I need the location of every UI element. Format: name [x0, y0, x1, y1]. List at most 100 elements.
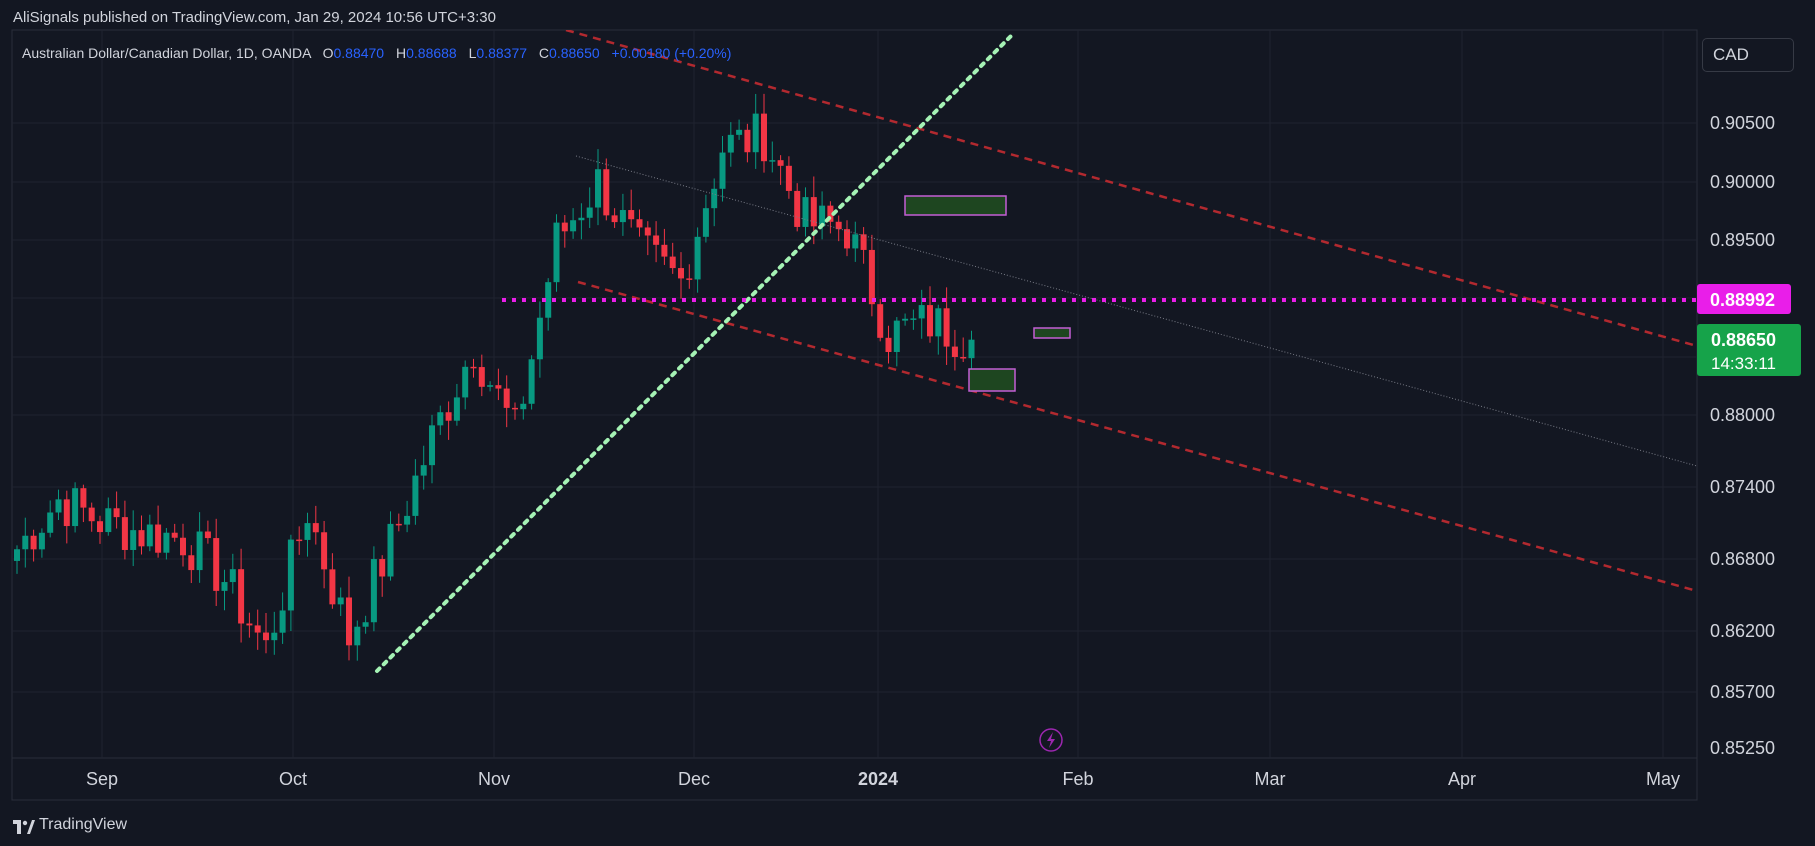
candle-body [512, 407, 518, 410]
time-label: Nov [478, 769, 510, 789]
candle-body [893, 320, 900, 353]
candle-body [769, 160, 776, 162]
candle-body [387, 523, 394, 577]
candle-body [412, 475, 419, 516]
replay-icon[interactable] [1039, 728, 1063, 752]
candle-body [661, 244, 668, 257]
candle-body [404, 515, 411, 525]
candle-body [694, 236, 701, 280]
legend-change: +0.00180 (+0.20%) [612, 45, 732, 61]
candle-body [478, 367, 485, 387]
candle-body [370, 559, 377, 623]
candle-body [918, 305, 925, 319]
candle-body [429, 425, 435, 466]
candle-body [188, 555, 195, 571]
candle-body [97, 521, 103, 533]
candle-body [702, 208, 709, 237]
candle-body [844, 229, 850, 249]
candle-body [337, 597, 344, 605]
legend-open: 0.88470 [333, 45, 384, 61]
candle-body [445, 412, 452, 421]
time-label: May [1646, 769, 1680, 789]
price-tick: 0.85700 [1710, 682, 1775, 702]
legend-high: 0.88688 [406, 45, 457, 61]
price-tick: 0.88000 [1710, 405, 1775, 425]
candle-body [943, 308, 950, 347]
currency-button[interactable]: CAD [1702, 38, 1794, 72]
candle-body [63, 499, 70, 527]
candle-body [528, 359, 535, 404]
candle-body [379, 559, 386, 577]
candle-body [271, 632, 278, 641]
candle-body [30, 535, 37, 550]
candle-body [628, 210, 635, 220]
candle-body [453, 397, 460, 421]
price-tick: 0.90000 [1710, 172, 1775, 192]
candle-body [960, 356, 967, 359]
candle-body [819, 205, 826, 227]
candle-body [246, 623, 253, 626]
candle-body [686, 278, 693, 280]
candle-body [495, 385, 502, 389]
candle-body [22, 535, 29, 550]
candle-body [229, 569, 236, 583]
candle-body [885, 337, 892, 353]
candle-body [619, 210, 626, 223]
tradingview-brand[interactable]: TradingView [39, 816, 128, 833]
time-label: Sep [86, 769, 118, 789]
candle-body [794, 190, 801, 227]
regression-line [575, 155, 1697, 467]
candle-body [437, 412, 444, 426]
candle-body [138, 530, 145, 547]
supply-zone-box [904, 195, 1007, 216]
price-tick: 0.85250 [1710, 738, 1775, 758]
candle-body [470, 366, 477, 369]
candle-body [204, 531, 211, 539]
candle-body [395, 523, 402, 526]
candle-body [927, 305, 933, 337]
time-axis: Sep Oct Nov Dec 2024 Feb Mar Apr May [86, 769, 1680, 789]
publish-bar: AliSignals published on TradingView.com,… [0, 0, 1815, 30]
candle-body [14, 549, 20, 561]
candle-body [669, 256, 676, 269]
candle-body [155, 524, 162, 553]
candle-body [462, 366, 469, 398]
candle-body [611, 215, 618, 223]
candle-body [868, 249, 875, 305]
candle-body [88, 507, 95, 522]
candle-body [279, 610, 286, 633]
legend-low: 0.88377 [476, 45, 527, 61]
price-tick: 0.86200 [1710, 621, 1775, 641]
grid [12, 30, 1697, 758]
candle-body [785, 165, 792, 191]
candle-body [536, 317, 543, 360]
candle-body [171, 532, 178, 538]
legend-c-label: C [539, 45, 549, 61]
legend-h-label: H [396, 45, 406, 61]
candle-body [213, 538, 220, 591]
countdown-label: 14:33:11 [1711, 354, 1776, 373]
candle-body [719, 152, 726, 189]
small-zone-box [1033, 327, 1071, 339]
candle-body [968, 339, 975, 359]
candle-body [545, 282, 552, 318]
candle-body [553, 222, 560, 283]
candle-body [727, 134, 734, 153]
candle-body [935, 308, 942, 337]
candle-body [346, 597, 352, 646]
legend-close: 0.88650 [549, 45, 600, 61]
candle-body [877, 304, 884, 338]
footer: TradingView [0, 806, 1815, 846]
demand-zone-box [968, 368, 1016, 392]
candle-body [503, 388, 510, 408]
candle-body [777, 160, 784, 166]
candle-body [860, 234, 867, 250]
price-tick: 0.87400 [1710, 477, 1775, 497]
candle-body [146, 524, 153, 547]
candle-body [570, 220, 577, 232]
candle-body [321, 532, 328, 570]
time-label: Feb [1062, 769, 1093, 789]
candle-body [47, 512, 54, 533]
price-axis: 0.90500 0.90000 0.89500 0.88000 0.87400 … [1710, 113, 1775, 758]
